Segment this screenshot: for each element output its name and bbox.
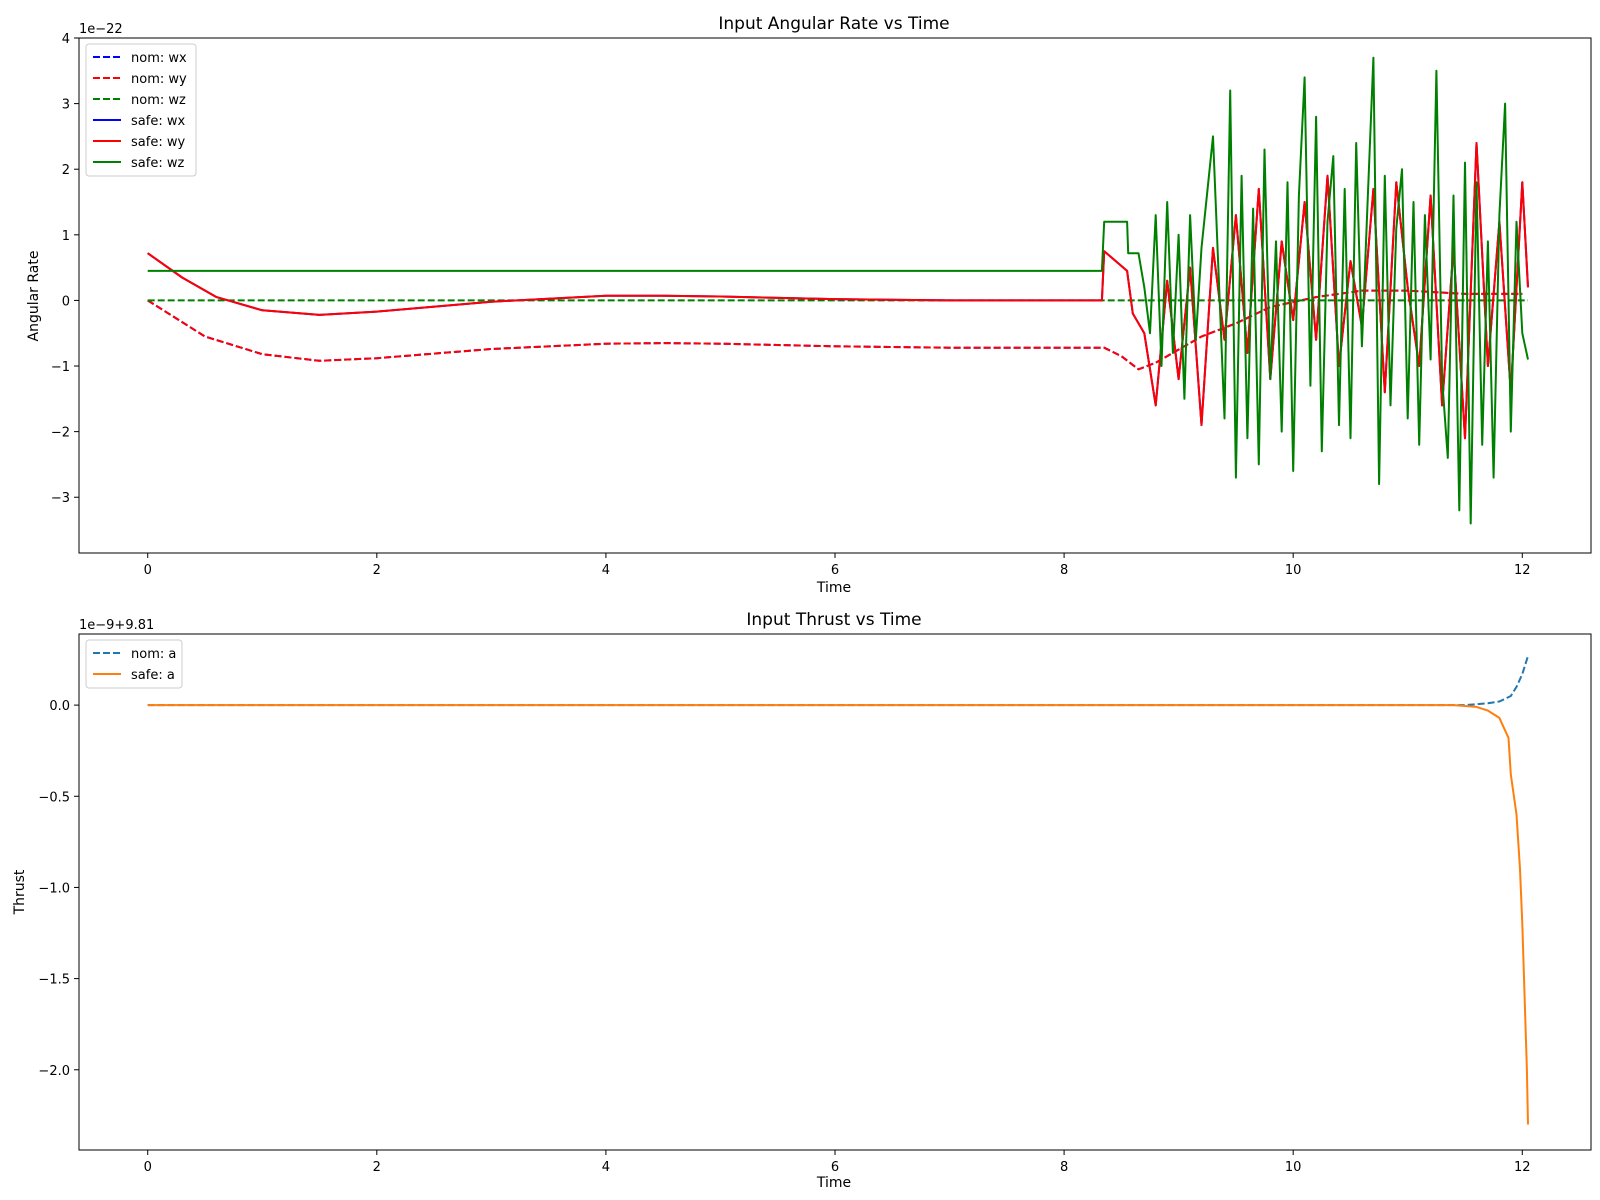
angular-rate-legend-label-safe-wz: safe: wz	[131, 156, 184, 171]
thrust-legend-label-nom-a: nom: a	[131, 647, 176, 662]
angular-rate-legend-label-nom-wy: nom: wy	[131, 72, 187, 87]
angular-rate-ytick-label: 1	[62, 229, 70, 244]
thrust-ytick-label: 0.0	[49, 699, 70, 714]
thrust-xtick-label: 6	[831, 1160, 839, 1175]
angular-rate-plot-area	[147, 56, 1529, 525]
angular-rate-yticks: −3 −2 −1 0 1 2 3 4	[51, 32, 79, 506]
angular-rate-legend: nom: wx nom: wy nom: wz safe: wx safe: wy saf…	[85, 43, 197, 177]
thrust-xtick-label: 12	[1514, 1160, 1531, 1175]
thrust-plot-area	[147, 655, 1529, 1125]
angular-rate-ytick-label: −3	[51, 491, 70, 506]
thrust-legend: nom: a safe: a	[85, 639, 183, 689]
angular-rate-offset-text: 1e−22	[79, 22, 123, 37]
angular-rate-xlabel: Time	[816, 580, 851, 596]
thrust-offset-text: 1e−9+9.81	[79, 618, 154, 633]
angular-rate-chart-title: Input Angular Rate vs Time	[718, 14, 949, 34]
thrust-ytick-label: −1.5	[38, 973, 70, 988]
angular-rate-xtick-label: 8	[1060, 563, 1068, 578]
angular-rate-ytick-label: 4	[62, 32, 70, 47]
angular-rate-xticks: 0 2 4 6 8 10 12	[144, 553, 1531, 578]
thrust-xtick-label: 4	[602, 1160, 610, 1175]
angular-rate-ylabel: Angular Rate	[26, 251, 42, 342]
thrust-chart-title: Input Thrust vs Time	[746, 610, 921, 630]
thrust-xtick-label: 0	[144, 1160, 152, 1175]
angular-rate-legend-label-nom-wz: nom: wz	[131, 93, 186, 108]
angular-rate-legend-label-safe-wy: safe: wy	[131, 135, 185, 150]
angular-rate-xtick-label: 10	[1285, 563, 1302, 578]
angular-rate-series-nom-wy	[147, 289, 1523, 371]
thrust-axes-frame	[78, 633, 1592, 1151]
thrust-ytick-label: −2.0	[38, 1064, 70, 1079]
thrust-xticks: 0 2 4 6 8 10 12	[144, 1150, 1531, 1175]
thrust-ytick-label: −0.5	[38, 790, 70, 805]
thrust-xtick-label: 8	[1060, 1160, 1068, 1175]
angular-rate-xtick-label: 12	[1514, 563, 1531, 578]
angular-rate-xtick-label: 4	[602, 563, 610, 578]
angular-rate-series-safe-wy	[147, 142, 1529, 440]
angular-rate-xtick-label: 2	[373, 563, 381, 578]
angular-rate-legend-label-nom-wx: nom: wx	[131, 51, 187, 66]
thrust-yticks: −2.0 −1.5 −1.0 −0.5 0.0	[38, 699, 79, 1079]
angular-rate-series-safe-wz	[147, 56, 1529, 525]
thrust-xtick-label: 2	[373, 1160, 381, 1175]
angular-rate-ytick-label: −2	[51, 426, 70, 441]
thrust-ylabel: Thrust	[12, 869, 28, 915]
thrust-series-nom-a	[147, 655, 1529, 707]
thrust-series-safe-a	[147, 704, 1529, 1125]
angular-rate-ytick-label: 3	[62, 98, 70, 113]
angular-rate-ytick-label: 0	[62, 294, 70, 309]
angular-rate-ytick-label: 2	[62, 163, 70, 178]
angular-rate-xtick-label: 0	[144, 563, 152, 578]
thrust-legend-label-safe-a: safe: a	[131, 668, 175, 683]
thrust-xlabel: Time	[816, 1175, 851, 1191]
thrust-xtick-label: 10	[1285, 1160, 1302, 1175]
thrust-ytick-label: −1.0	[38, 881, 70, 896]
angular-rate-ytick-label: −1	[51, 360, 70, 375]
angular-rate-xtick-label: 6	[831, 563, 839, 578]
angular-rate-axes-frame	[78, 37, 1592, 554]
angular-rate-legend-label-safe-wx: safe: wx	[131, 114, 185, 129]
thrust-chart: Input Thrust vs Time 1e−9+9.81 Time Thru…	[12, 610, 1592, 1191]
angular-rate-chart: Input Angular Rate vs Time 1e−22 Time An…	[26, 14, 1592, 596]
